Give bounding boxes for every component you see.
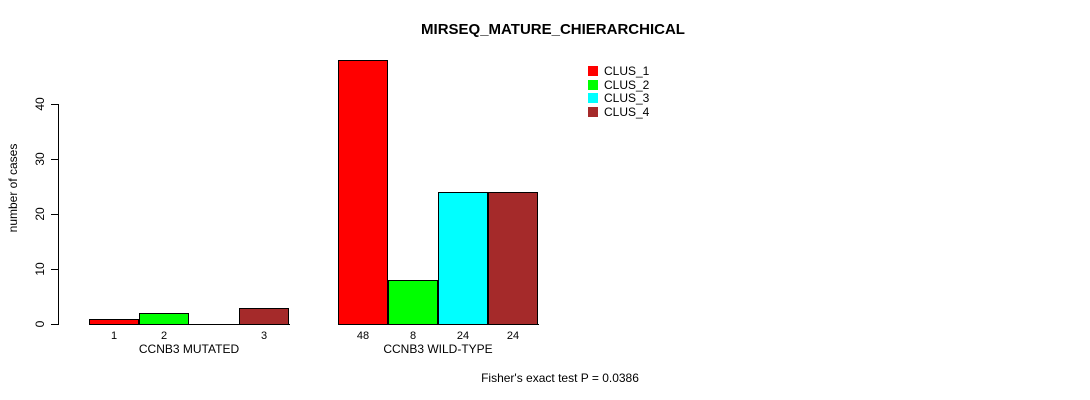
- y-axis-tick-label: 10: [33, 262, 47, 276]
- y-axis-tick: [51, 104, 58, 105]
- bar-value-label: 2: [160, 330, 168, 342]
- y-axis-tick: [51, 214, 58, 215]
- legend-swatch-clus_3: [588, 93, 598, 103]
- bar-value-label: 1: [110, 330, 118, 342]
- legend-label-clus_1: CLUS_1: [604, 64, 650, 78]
- y-axis-tick-label: 30: [33, 152, 47, 166]
- bar-value-label: 24: [456, 330, 470, 342]
- y-axis-tick-label: 40: [33, 97, 47, 111]
- y-axis-tick-label: 0: [33, 320, 47, 328]
- legend-label-clus_2: CLUS_2: [604, 78, 650, 92]
- bar-clus_1: [338, 60, 388, 325]
- y-axis-tick: [51, 269, 58, 270]
- y-axis-tick-label: 20: [33, 207, 47, 221]
- bar-value-label: 24: [506, 330, 520, 342]
- legend-swatch-clus_4: [588, 107, 598, 117]
- y-axis-line: [58, 104, 59, 325]
- legend-swatch-clus_1: [588, 66, 598, 76]
- group-label: CCNB3 MUTATED: [138, 342, 240, 356]
- legend-label-clus_3: CLUS_3: [604, 91, 650, 105]
- bar-clus_2: [388, 280, 438, 325]
- bar-clus_1: [89, 318, 139, 325]
- y-axis-tick: [51, 324, 58, 325]
- legend-label-clus_4: CLUS_4: [604, 105, 650, 119]
- annotation-fisher-test: Fisher's exact test P = 0.0386: [481, 371, 639, 385]
- bar-value-label: 48: [356, 330, 370, 342]
- bar-clus_2: [139, 313, 189, 325]
- bar-value-label: 8: [409, 330, 417, 342]
- bar-clus_4: [239, 307, 289, 325]
- bar-clus_3: [438, 192, 488, 325]
- bar-clus_4: [488, 192, 538, 325]
- y-axis-tick: [51, 159, 58, 160]
- chart-title: MIRSEQ_MATURE_CHIERARCHICAL: [421, 21, 685, 38]
- group-baseline: [89, 324, 290, 325]
- y-axis-label: number of cases: [6, 143, 20, 233]
- bar-value-label: 3: [260, 330, 268, 342]
- group-label: CCNB3 WILD-TYPE: [383, 342, 493, 356]
- legend-swatch-clus_2: [588, 80, 598, 90]
